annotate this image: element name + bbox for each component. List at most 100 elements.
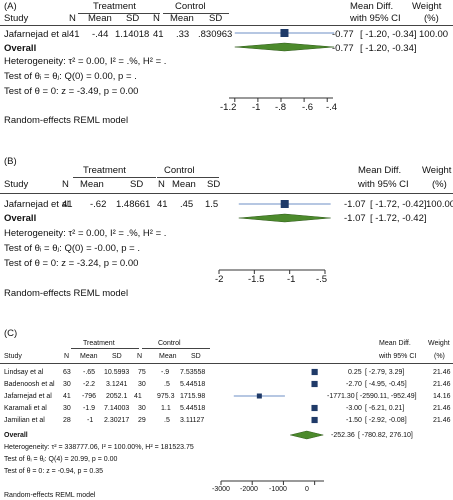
weight-header-1: Weight: [428, 340, 450, 347]
n2-cell: 41: [157, 199, 168, 210]
sd1-cell: 7.14003: [104, 405, 130, 412]
sd2-cell: 1715.98: [180, 393, 206, 400]
mean2-header: Mean: [170, 13, 194, 24]
n1-cell: 30: [63, 381, 71, 388]
study-name: Jafarnejad et al: [4, 393, 52, 400]
md-header-2: with 95% CI: [350, 13, 401, 24]
weight-cell: 100.00: [426, 199, 453, 210]
weight-header-2: (%): [424, 13, 439, 24]
treatment-rule: [78, 13, 160, 14]
sd2-cell: 7.53558: [180, 369, 206, 376]
n2-cell: 30: [138, 381, 146, 388]
model-note: Random-effects REML model: [4, 115, 129, 126]
n2-cell: 30: [138, 405, 146, 412]
study-header: Study: [4, 13, 29, 24]
study-marker: [311, 368, 318, 376]
overall-estimate: -1.07: [344, 213, 366, 224]
treatment-rule: [71, 348, 139, 349]
study-name: Jamilian et al: [4, 417, 45, 424]
mean1-header: Mean: [80, 353, 98, 360]
axis-tick-label: -3000: [212, 486, 230, 493]
ci-cell: [ -1.20, -0.34]: [360, 29, 417, 40]
treatment-header: Treatment: [93, 1, 136, 12]
estimate-cell: -1771.30: [327, 393, 355, 400]
n1-header: N: [62, 179, 69, 190]
mean2-cell: .5: [164, 417, 170, 424]
mean2-cell: 975.3: [157, 393, 175, 400]
axis-tick-label: -1000: [269, 486, 287, 493]
weight-header-1: Weight: [422, 165, 452, 176]
sd1-cell: 1.48661: [116, 199, 151, 210]
control-header: Control: [175, 1, 206, 12]
axis-tick-label: -2: [215, 274, 224, 285]
study-marker: [311, 380, 318, 388]
estimate-cell: 0.25: [348, 369, 362, 376]
control-rule: [142, 348, 210, 349]
model-note: Random-effects REML model: [4, 492, 96, 499]
mean2-cell: .45: [180, 199, 194, 210]
sd1-cell: 3.1241: [106, 381, 128, 388]
treatment-rule: [73, 177, 156, 178]
estimate-cell: -1.07: [344, 199, 366, 210]
n1-cell: 41: [62, 199, 73, 210]
sd2-cell: 3.11127: [180, 417, 205, 424]
mean2-cell: .5: [164, 381, 170, 388]
sd1-header: SD: [126, 13, 140, 24]
n2-header: N: [137, 353, 143, 360]
ci-cell: [ -2.92, -0.08]: [365, 417, 407, 424]
n1-cell: 63: [63, 369, 71, 376]
weight-header-2: (%): [434, 353, 445, 360]
n2-cell: 75: [138, 369, 146, 376]
n2-cell: 29: [138, 417, 146, 424]
panel-label: (C): [4, 328, 18, 339]
axis-tick-label: -.5: [316, 274, 328, 285]
estimate-cell: -0.77: [332, 29, 354, 40]
sd1-cell: 10.5993: [104, 369, 130, 376]
heterogeneity-text: Heterogeneity: τ² = 338777.06, I² = 100.…: [4, 444, 194, 451]
study-marker: [280, 29, 289, 37]
control-header: Control: [164, 165, 195, 176]
weight-cell: 21.46: [433, 369, 451, 376]
axis-tick-label: -2000: [240, 486, 258, 493]
n2-cell: 41: [153, 29, 164, 40]
overall-estimate: -252.36: [331, 432, 355, 439]
n1-header: N: [69, 13, 76, 24]
md-header-1: Mean Diff.: [379, 340, 411, 347]
treatment-header: Treatment: [83, 340, 115, 347]
sd2-header: SD: [207, 179, 221, 190]
study-name: Karamali et al: [4, 405, 47, 412]
sd2-header: SD: [191, 353, 201, 360]
sd2-cell: 5.44518: [180, 405, 206, 412]
panel-label: (B): [4, 156, 17, 167]
overall-ci: [ -1.72, -0.42]: [370, 213, 427, 224]
study-name: Jafarnejad et al: [4, 199, 69, 210]
sd2-cell: .830963: [198, 29, 233, 40]
overall-label: Overall: [4, 43, 37, 54]
mean1-header: Mean: [80, 179, 104, 190]
study-name: Jafarnejad et al: [4, 29, 69, 40]
md-header-2: with 95% CI: [379, 353, 417, 360]
n1-cell: 28: [63, 417, 71, 424]
study-name: Badenoosh et al: [4, 381, 55, 388]
study-header: Study: [4, 179, 29, 190]
mean2-cell: -.9: [161, 369, 170, 376]
mean1-cell: -2.2: [83, 381, 96, 388]
overall-label: Overall: [4, 432, 28, 439]
ci-cell: [ -6.21, 0.21]: [365, 405, 405, 412]
heterogeneity-text: Heterogeneity: τ² = 0.00, I² = .%, H² = …: [4, 56, 167, 67]
n2-header: N: [158, 179, 165, 190]
axis-tick-label: -.4: [326, 102, 338, 113]
model-note: Random-effects REML model: [4, 288, 129, 299]
sd1-header: SD: [130, 179, 144, 190]
ci-cell: [ -1.72, -0.42]: [370, 199, 427, 210]
weight-header-2: (%): [432, 179, 447, 190]
mean2-cell: .33: [176, 29, 190, 40]
sd2-cell: 5.44518: [180, 381, 206, 388]
mean2-header: Mean: [172, 179, 196, 190]
sd1-cell: 2.30217: [104, 417, 130, 424]
weight-header-1: Weight: [412, 1, 442, 12]
control-rule: [163, 13, 229, 14]
sd2-header: SD: [209, 13, 223, 24]
mean1-cell: -1: [87, 417, 94, 424]
heterogeneity-text: Heterogeneity: τ² = 0.00, I² = .%, H² = …: [4, 228, 167, 239]
